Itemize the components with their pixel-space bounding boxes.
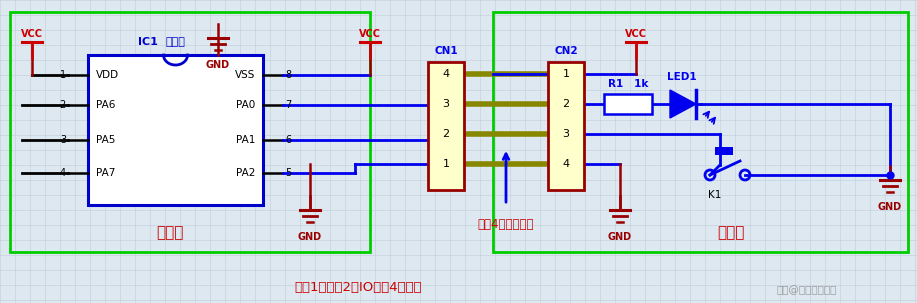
Text: K1: K1 (708, 190, 722, 200)
Text: PA1: PA1 (236, 135, 255, 145)
Text: 3: 3 (60, 135, 66, 145)
Text: 控制板: 控制板 (156, 225, 183, 240)
Text: 1: 1 (562, 69, 569, 79)
Text: PA0: PA0 (236, 100, 255, 110)
Text: 3: 3 (443, 99, 449, 109)
Text: CN1: CN1 (434, 46, 458, 56)
Text: GND: GND (608, 232, 632, 242)
Text: VSS: VSS (235, 70, 255, 80)
Text: VCC: VCC (625, 29, 647, 39)
Text: CN2: CN2 (554, 46, 578, 56)
Text: PA7: PA7 (96, 168, 116, 178)
Text: 按键板: 按键板 (717, 225, 745, 240)
Bar (604, 94, 652, 114)
Text: 方案1，占用2个IO口，4根线材: 方案1，占用2个IO口，4根线材 (294, 281, 423, 294)
Bar (715, 147, 733, 155)
Text: PA5: PA5 (96, 135, 116, 145)
Text: 头条@时何杞络电子: 头条@时何杞络电子 (777, 285, 837, 295)
Bar (428, 62, 464, 190)
Text: VCC: VCC (21, 29, 43, 39)
Text: 2: 2 (442, 129, 449, 139)
Text: VCC: VCC (359, 29, 381, 39)
Text: 1: 1 (60, 70, 66, 80)
Text: 4: 4 (442, 69, 449, 79)
Text: 4: 4 (60, 168, 66, 178)
Bar (88, 55, 263, 205)
Text: 8: 8 (285, 70, 291, 80)
Text: 2: 2 (562, 99, 569, 109)
Text: GND: GND (298, 232, 322, 242)
Bar (10, 12, 370, 252)
Text: PA2: PA2 (236, 168, 255, 178)
Text: R1   1k: R1 1k (608, 79, 648, 89)
Text: 2: 2 (60, 100, 66, 110)
Text: PA6: PA6 (96, 100, 116, 110)
Text: GND: GND (206, 60, 230, 70)
Text: 3: 3 (562, 129, 569, 139)
Text: LED1: LED1 (668, 72, 697, 82)
Text: 通过4根排线连接: 通过4根排线连接 (478, 218, 535, 231)
Text: 1: 1 (443, 159, 449, 169)
Bar (548, 62, 584, 190)
Text: 5: 5 (285, 168, 292, 178)
Text: 单片机: 单片机 (165, 37, 185, 47)
Text: VDD: VDD (96, 70, 119, 80)
Text: 6: 6 (285, 135, 291, 145)
Text: 4: 4 (562, 159, 569, 169)
Text: IC1: IC1 (138, 37, 158, 47)
Bar (493, 12, 908, 252)
Polygon shape (670, 90, 696, 118)
Text: 7: 7 (285, 100, 292, 110)
Text: GND: GND (878, 202, 902, 212)
